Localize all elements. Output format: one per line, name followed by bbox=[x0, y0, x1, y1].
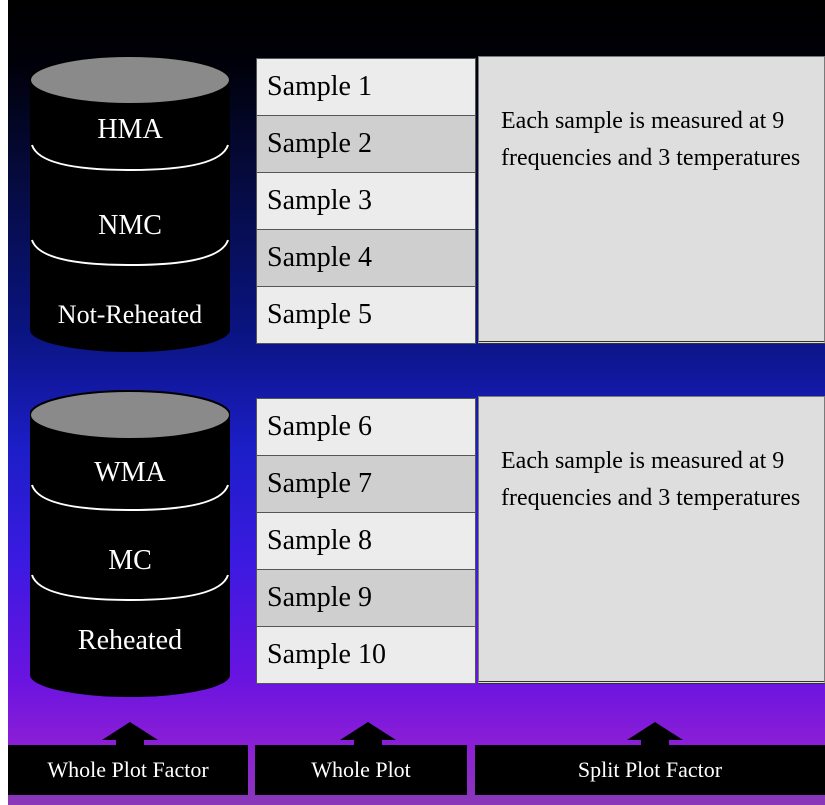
sample-row: Sample 1 bbox=[256, 58, 476, 116]
sample-row: Sample 7 bbox=[256, 455, 476, 513]
sample-label: Sample 9 bbox=[267, 582, 372, 613]
cylinder-label-hma: HMA bbox=[97, 114, 163, 145]
sample-label: Sample 4 bbox=[267, 242, 372, 273]
slide-background: HMA NMC Not-Reheated Sample 1 Sample 2 S… bbox=[8, 0, 825, 805]
cylinder-label-wma: WMA bbox=[94, 457, 166, 488]
sample-row: Sample 4 bbox=[256, 229, 476, 287]
sample-label: Sample 6 bbox=[267, 411, 372, 442]
whole-plot-label: Whole Plot bbox=[255, 745, 467, 795]
sample-list-bottom: Sample 6 Sample 7 Sample 8 Sample 9 Samp… bbox=[256, 398, 478, 684]
sample-row: Sample 5 bbox=[256, 286, 476, 344]
cylinder-shape bbox=[30, 390, 230, 697]
up-arrow-icon bbox=[340, 722, 396, 748]
sample-label: Sample 8 bbox=[267, 525, 372, 556]
sample-row: Sample 8 bbox=[256, 512, 476, 570]
cylinder-label-not-reheated: Not-Reheated bbox=[57, 300, 203, 329]
measurement-note-text: Each sample is measured at 9 frequencies… bbox=[501, 448, 801, 511]
sample-row: Sample 6 bbox=[256, 398, 476, 456]
sample-label: Sample 5 bbox=[267, 299, 372, 330]
sample-list-top: Sample 1 Sample 2 Sample 3 Sample 4 Samp… bbox=[256, 58, 478, 344]
cylinder-wma-mc-reheated: WMA MC Reheated bbox=[30, 385, 230, 705]
cylinder-shape bbox=[30, 55, 230, 352]
up-arrow-icon bbox=[627, 722, 683, 748]
up-arrow-icon bbox=[102, 722, 158, 748]
cylinder-label-mc: MC bbox=[108, 545, 152, 576]
measurement-note-bottom: Each sample is measured at 9 frequencies… bbox=[478, 396, 825, 684]
sample-row: Sample 2 bbox=[256, 115, 476, 173]
whole-plot-factor-label: Whole Plot Factor bbox=[8, 745, 248, 795]
measurement-note-text: Each sample is measured at 9 frequencies… bbox=[501, 108, 801, 171]
sample-row: Sample 10 bbox=[256, 626, 476, 684]
sample-label: Sample 2 bbox=[267, 128, 372, 159]
sample-row: Sample 3 bbox=[256, 172, 476, 230]
sample-label: Sample 1 bbox=[267, 71, 372, 102]
sample-label: Sample 3 bbox=[267, 185, 372, 216]
sample-label: Sample 10 bbox=[267, 639, 386, 670]
cylinder-label-reheated: Reheated bbox=[77, 625, 183, 656]
sample-label: Sample 7 bbox=[267, 468, 372, 499]
split-plot-factor-label: Split Plot Factor bbox=[475, 745, 825, 795]
cylinder-label-nmc: NMC bbox=[98, 210, 162, 241]
cylinder-hma-nmc-not-reheated: HMA NMC Not-Reheated bbox=[30, 50, 230, 360]
sample-row: Sample 9 bbox=[256, 569, 476, 627]
measurement-note-top: Each sample is measured at 9 frequencies… bbox=[478, 56, 825, 344]
